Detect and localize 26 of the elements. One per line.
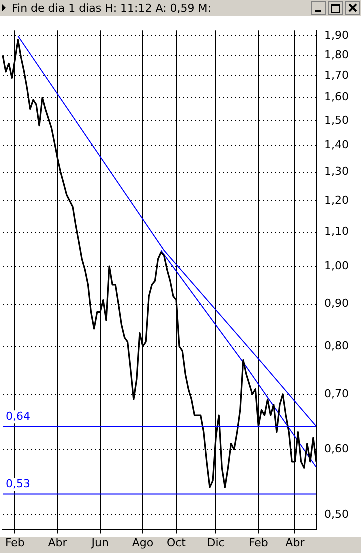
x-tick-label: Ago (132, 536, 154, 550)
y-tick-label: 1,10 (324, 225, 350, 238)
ref-line-label: 0,53 (6, 478, 30, 491)
y-tick-label: 1,40 (324, 138, 350, 152)
y-tick-label: 0,60 (324, 442, 350, 456)
y-tick-label: 1,00 (324, 259, 350, 272)
y-tick-label: 1,60 (324, 90, 350, 104)
y-tick-label: 1,50 (324, 114, 350, 127)
chart-title: Fin de dia 1 dias H: 11:12 A: 0,59 M: (12, 2, 212, 14)
x-tick-label: Abr (286, 536, 306, 550)
y-tick-label: 1,70 (324, 68, 350, 82)
x-tick-label: Oct (166, 536, 187, 550)
y-tick-label: 0,70 (324, 387, 350, 400)
y-tick-label: 1,30 (324, 165, 350, 178)
y-tick-label: 1,20 (324, 194, 350, 207)
y-tick-label: 1,90 (324, 29, 350, 42)
y-tick-label: 0,80 (324, 339, 350, 352)
x-tick-label: Jun (90, 536, 110, 550)
x-tick-label: Feb (248, 536, 268, 550)
ref-line-label: 0,64 (6, 410, 30, 423)
x-tick-label: Feb (5, 536, 25, 550)
y-tick-label: 0,90 (324, 297, 350, 310)
y-tick-label: 1,80 (324, 48, 350, 62)
y-tick-label: 0,50 (324, 508, 350, 522)
x-tick-label: Abr (48, 536, 68, 550)
x-tick-label: Dic (207, 536, 225, 550)
